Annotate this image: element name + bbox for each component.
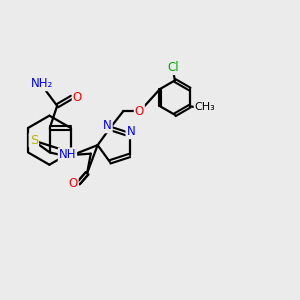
- Text: S: S: [30, 134, 38, 147]
- Text: O: O: [73, 91, 82, 104]
- Text: O: O: [68, 177, 78, 190]
- Text: N: N: [126, 125, 135, 138]
- Text: N: N: [103, 119, 112, 132]
- Text: NH₂: NH₂: [31, 77, 54, 90]
- Text: NH: NH: [59, 148, 76, 161]
- Text: CH₃: CH₃: [195, 102, 215, 112]
- Text: O: O: [135, 105, 144, 118]
- Text: Cl: Cl: [168, 61, 179, 74]
